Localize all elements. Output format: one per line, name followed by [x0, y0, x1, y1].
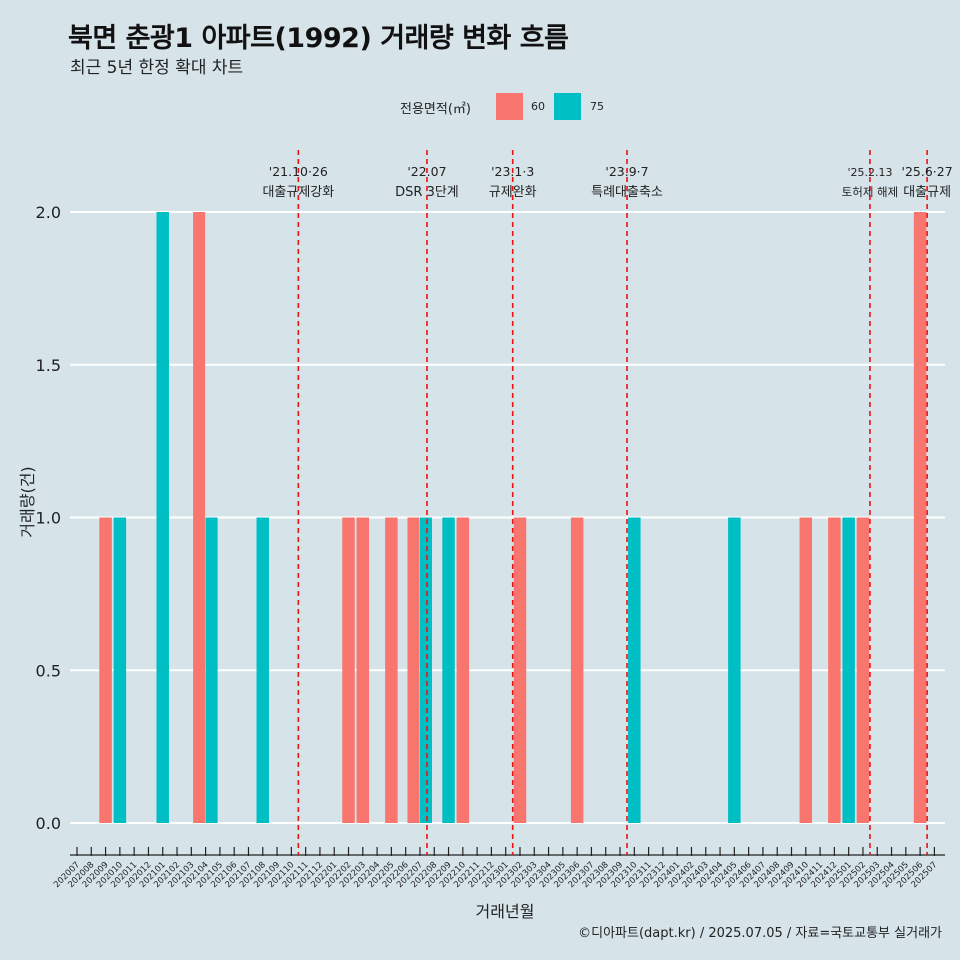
annotation-date: '23.1·3	[491, 164, 534, 179]
x-axis-label: 거래년월	[475, 902, 535, 921]
legend-label-60: 60	[531, 100, 545, 113]
legend-label-75: 75	[590, 100, 604, 113]
annotation-label: 특례대출축소	[591, 185, 663, 200]
y-tick-label: 0.5	[36, 661, 61, 680]
annotation-label: 대출규제	[903, 185, 951, 200]
y-tick-label: 0.0	[36, 814, 61, 833]
bar-60-202203	[356, 517, 370, 823]
chart-subtitle: 최근 5년 한정 확대 차트	[70, 58, 244, 78]
bar-75-202405	[728, 517, 741, 823]
bar-60-202104	[193, 212, 206, 823]
y-tick-label: 1.5	[36, 356, 61, 375]
bar-75-202104	[205, 517, 218, 823]
bar-75-202501	[842, 517, 855, 823]
legend-swatch-60	[496, 93, 523, 120]
bar-60-202202	[342, 517, 355, 823]
chart-title: 북면 춘광1 아파트(1992) 거래량 변화 흐름	[68, 23, 569, 54]
bar-60-202302	[513, 517, 527, 823]
y-tick-label: 2.0	[36, 203, 61, 222]
bar-60-202207	[407, 517, 420, 823]
bar-75-202310	[628, 517, 641, 823]
annotation-date: '23.9·7	[605, 164, 648, 179]
legend-swatch-75	[554, 93, 581, 120]
bar-60-202205	[385, 517, 398, 823]
annotation-label: 토허제 해제	[842, 185, 899, 199]
y-axis-label: 거래량(건)	[18, 466, 37, 537]
bar-60-202502	[856, 517, 870, 823]
annotation-date: '21.10·26	[269, 164, 328, 179]
bar-75-202010	[113, 517, 127, 823]
bar-60-202506	[913, 212, 927, 823]
bar-60-202306	[570, 517, 584, 823]
annotation-date: '25.2.13	[847, 166, 892, 179]
bar-60-202412	[828, 517, 841, 823]
y-tick-label: 1.0	[36, 509, 61, 528]
annotation-label: DSR 3단계	[395, 185, 459, 200]
bar-75-202101	[156, 212, 169, 823]
bar-75-202209	[442, 517, 455, 823]
annotation-label: 규제완화	[489, 185, 537, 200]
annotation-date: '25.6·27	[902, 164, 953, 179]
legend-title: 전용면적(㎡)	[400, 102, 471, 117]
bar-60-202009	[99, 517, 112, 823]
bar-60-202410	[799, 517, 813, 823]
annotation-date: '22.07	[407, 164, 446, 179]
bar-60-202210	[456, 517, 470, 823]
annotation-label: 대출규제강화	[262, 185, 334, 200]
legend: 전용면적(㎡) 60 75	[0, 92, 960, 122]
bar-75-202207	[419, 517, 432, 823]
bar-75-202108	[256, 517, 270, 823]
source-caption: ©디아파트(dapt.kr) / 2025.07.05 / 자료=국토교통부 실…	[578, 926, 942, 941]
